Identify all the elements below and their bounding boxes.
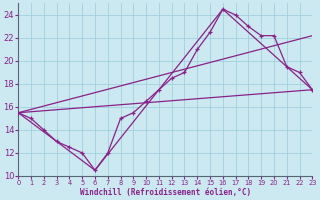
- X-axis label: Windchill (Refroidissement éolien,°C): Windchill (Refroidissement éolien,°C): [80, 188, 251, 197]
